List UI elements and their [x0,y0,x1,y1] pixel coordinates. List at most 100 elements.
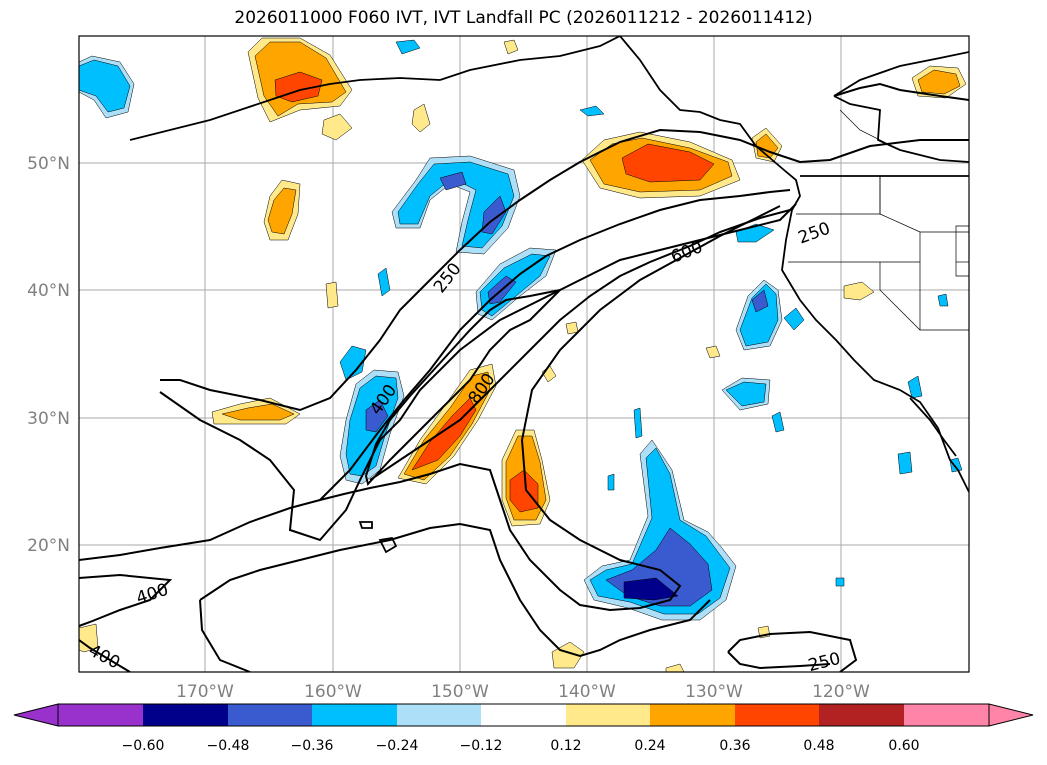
positive-region-small-1 [321,113,353,141]
coastlines [129,36,969,554]
negative-region-ca-coast-mid [751,289,769,313]
latitude-labels: 50°N 40°N 30°N 20°N [27,154,70,556]
ivt-contours [79,82,969,672]
colorbar-tick-label: −0.48 [207,738,250,754]
negative-region-small-h [897,451,913,475]
colorbar-tick-label: 0.12 [550,738,581,754]
contour-400-ar [319,189,791,501]
colorbar-segment [650,704,735,726]
colorbar-segment [312,704,397,726]
colorbar-segment [481,704,566,726]
contour-south-loop [199,522,711,658]
colorbar-segment [143,704,228,726]
negative-region-small-d [783,307,805,331]
map-frame [78,35,970,673]
negative-region-small-j [771,411,785,433]
negative-region-small-b [377,267,391,297]
lat-label-30n: 30°N [27,409,70,429]
positive-region-small-5 [79,623,99,653]
negative-region-ca-south-core [725,381,767,407]
positive-pc-regions [79,37,967,672]
coastline-alaska [619,36,969,493]
negative-region-small-k [937,293,949,307]
coastline-baja [909,397,957,457]
positive-region-small-9 [705,345,721,359]
border-nevada [879,262,921,331]
contour-label-250-c: 250 [806,649,842,676]
colorbar-extend-right [988,703,1034,727]
coastline-canada-inland [833,51,969,97]
contour-250-south-large [79,205,781,612]
negative-region-small-n [835,577,845,587]
coastline-hudson [833,95,969,163]
colorbar: −0.60 −0.48 −0.36 −0.24 −0.12 0.12 0.24 … [13,703,1034,754]
map-contents: 250 400 800 600 250 400 400 250 [79,36,969,676]
contour-800-ar-core [364,288,564,487]
negative-region-small-l [949,457,963,473]
positive-region-small-3 [325,281,339,309]
contour-250-se [727,630,858,672]
longitude-labels: 170°W 160°W 150°W 140°W 130°W 120°W [176,682,870,702]
contour-250-se-2 [727,651,831,670]
lon-label-140w: 140°W [558,682,616,702]
state-borders [788,109,969,331]
lon-label-130w: 130°W [685,682,743,702]
colorbar-segment [397,704,481,726]
positive-region-small-6 [503,39,519,55]
hawaii-island-2 [358,521,373,529]
colorbar-segment [819,704,904,726]
colorbar-outline [57,703,990,727]
negative-region-ca-coast-core [739,283,779,347]
positive-region-small-8 [565,321,579,335]
positive-region-ne-pacific-max [621,143,715,183]
contour-south-edge [199,599,251,672]
negative-region-hawaii-se-min [623,577,679,601]
colorbar-tick-labels: −0.60 −0.48 −0.36 −0.24 −0.12 0.12 0.24 … [122,738,920,754]
colorbar-segment [228,704,312,726]
contour-400-southwest-2 [79,639,131,672]
lon-label-150w: 150°W [431,682,489,702]
positive-region-small-11 [665,663,685,672]
negative-region-gulf-alaska-mid [439,171,467,191]
positive-region-west-30n-core [221,403,295,421]
negative-region-ar-west-mid [365,399,389,433]
negative-region-bering-core [79,59,131,113]
colorbar-tick-label: 0.36 [719,738,750,754]
coastline-gulf-alaska [439,36,621,81]
colorbar-extend-left [13,703,59,727]
border-utah [955,225,969,277]
negative-region-small-f [395,39,421,55]
positive-region-east-edge-core [917,69,961,95]
hawaii-island-1 [378,537,398,554]
colorbar-segment [566,704,650,726]
lat-label-20n: 20°N [27,536,70,556]
positive-region-small-west-core [267,187,297,235]
positive-region-california [843,281,875,301]
contour-250-inner-loop [159,203,797,542]
colorbar-tick-label: −0.12 [460,738,503,754]
colorbar-tick-label: 0.60 [888,738,919,754]
negative-region-small-i [907,375,923,399]
map-title: 2026011000 F060 IVT, IVT Landfall PC (20… [234,8,813,28]
colorbar-tick-label: 0.24 [634,738,665,754]
negative-region-small-m [607,473,615,491]
colorbar-segments [58,704,989,726]
colorbar-tick-label: −0.60 [122,738,165,754]
negative-region-small-e [579,105,605,117]
colorbar-tick-label: 0.48 [803,738,834,754]
negative-region-small-g [633,407,643,439]
positive-region-small-2 [411,103,431,133]
border-idaho [879,176,969,233]
contour-400-southwest [79,573,173,627]
colorbar-segment [904,704,989,726]
colorbar-tick-label: −0.24 [376,738,419,754]
colorbar-segment [58,704,143,726]
contour-250-ne-loop [833,82,969,101]
contour-600 [369,209,791,481]
border-nevada-arizona [919,262,969,331]
lat-label-50n: 50°N [27,154,70,174]
contour-250-outer [160,128,969,412]
colorbar-tick-label: −0.36 [291,738,334,754]
positive-region-small-4 [551,641,585,669]
